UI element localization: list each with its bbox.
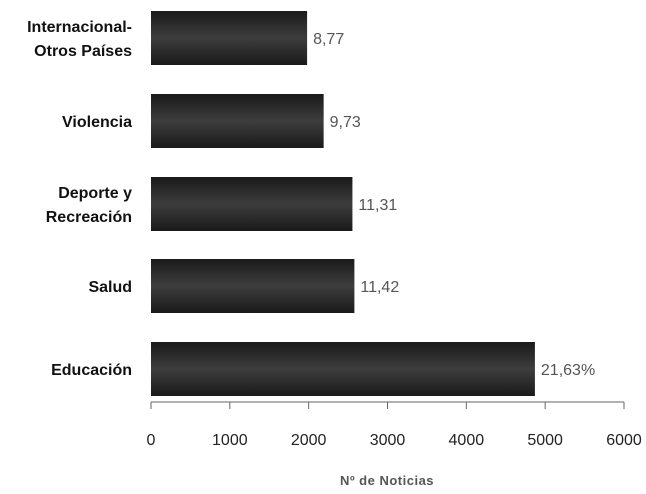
category-label: Internacional-Otros Países [27, 19, 132, 60]
x-tick-label: 5000 [527, 432, 563, 449]
x-axis: 0 1000 2000 3000 4000 5000 6000 [147, 401, 642, 449]
category-label: Salud [88, 279, 132, 296]
data-label: 21,63% [541, 362, 595, 379]
x-tick-label: 4000 [449, 432, 485, 449]
category-label: Educación [51, 362, 132, 379]
data-label: 8,77 [313, 31, 344, 48]
bar [151, 259, 355, 313]
data-label: 11,31 [358, 197, 397, 214]
data-label: 9,73 [330, 114, 361, 131]
bar [151, 11, 308, 65]
bars-layer: Internacional-Otros Países 8,77 Violencia 9… [27, 11, 595, 396]
bar [151, 177, 353, 231]
data-label: 11,42 [360, 279, 399, 296]
x-tick-label: 1000 [212, 432, 248, 449]
x-tick-label: 2000 [291, 432, 327, 449]
x-tick-label: 3000 [370, 432, 406, 449]
x-tick-label: 6000 [606, 432, 642, 449]
category-label: Deporte y Recreación [46, 185, 132, 226]
x-axis-title: Nº de Noticias [340, 473, 434, 488]
x-tick-label: 0 [147, 432, 156, 449]
bar [151, 342, 535, 396]
bar [151, 94, 324, 148]
category-label: Violencia [62, 114, 132, 131]
